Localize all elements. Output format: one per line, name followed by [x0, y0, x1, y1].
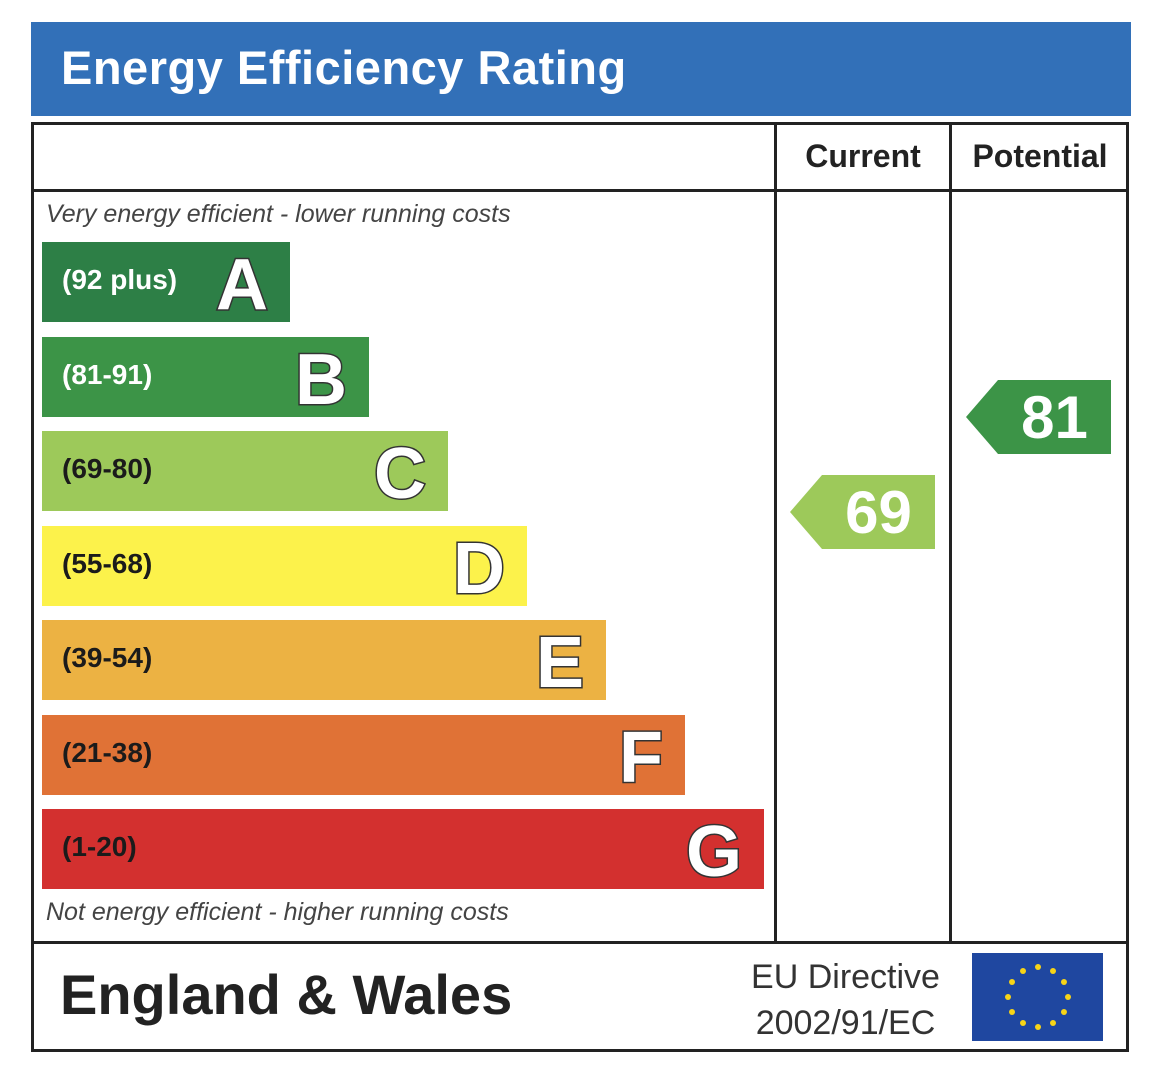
star-icon	[1060, 1009, 1067, 1015]
band-c: (69-80) C	[42, 431, 448, 516]
eu-directive: EU Directive 2002/91/EC	[738, 954, 953, 1046]
band-b: (81-91) B	[42, 336, 369, 421]
star-icon	[1035, 964, 1041, 970]
band-letter: E	[534, 622, 585, 705]
band-f: (21-38) F	[42, 714, 685, 799]
potential-column-divider	[949, 122, 952, 944]
band-range-label: (69-80)	[62, 453, 153, 484]
country-label: England & Wales	[60, 963, 513, 1026]
band-range-label: (21-38)	[62, 736, 153, 768]
rating-value: 81	[1021, 384, 1088, 451]
directive-line-1: EU Directive	[751, 958, 940, 996]
band-letter: C	[373, 433, 428, 516]
band-letter: A	[215, 244, 270, 327]
eu-flag-icon	[972, 953, 1103, 1041]
star-icon	[1065, 994, 1071, 1000]
star-icon	[1009, 1009, 1016, 1015]
rating-arrow-fill	[966, 380, 1111, 454]
band-g: (1-20) G	[42, 809, 764, 894]
rating-table	[31, 122, 1129, 1052]
footer-divider	[31, 941, 1129, 944]
band-e: (39-54) E	[42, 620, 606, 705]
current-column-header: Current	[805, 138, 921, 174]
star-icon	[1050, 968, 1056, 975]
current-column-divider	[774, 122, 777, 944]
star-icon	[1050, 1019, 1056, 1026]
title-bar: Energy Efficiency Rating	[31, 22, 1131, 116]
efficient-note: Very energy efficient - lower running co…	[46, 200, 511, 228]
header-row-divider	[31, 189, 1129, 192]
star-icon	[1005, 994, 1011, 1000]
current-rating-arrow: 69	[790, 475, 935, 554]
rating-arrow-fill	[790, 475, 935, 549]
band-range-label: (55-68)	[62, 547, 153, 579]
rating-arrow-shape: 81	[966, 380, 1111, 454]
potential-column-header: Potential	[972, 138, 1108, 174]
star-icon	[1060, 979, 1067, 985]
band-range-label: (92 plus)	[62, 264, 178, 295]
band-letter: F	[618, 716, 665, 799]
inefficient-note: Not energy efficient - higher running co…	[46, 898, 509, 926]
rating-arrow-shape: 69	[790, 475, 935, 549]
band-a: (92 plus) A	[42, 242, 290, 327]
star-icon	[1020, 968, 1026, 975]
star-icon	[1020, 1019, 1026, 1026]
band-d: (55-68) D	[42, 525, 527, 610]
band-letter: G	[684, 811, 743, 894]
rating-value: 69	[845, 479, 912, 546]
chart-title: Energy Efficiency Rating	[61, 41, 627, 94]
band-range-label: (81-91)	[62, 358, 153, 390]
star-icon	[1009, 979, 1016, 985]
band-range-label: (39-54)	[62, 642, 153, 673]
potential-rating-arrow: 81	[966, 380, 1111, 459]
band-letter: D	[452, 527, 507, 610]
directive-line-2: 2002/91/EC	[755, 1004, 936, 1042]
band-letter: B	[294, 338, 349, 421]
band-range-label: (1-20)	[62, 831, 137, 862]
star-icon	[1035, 1024, 1041, 1030]
